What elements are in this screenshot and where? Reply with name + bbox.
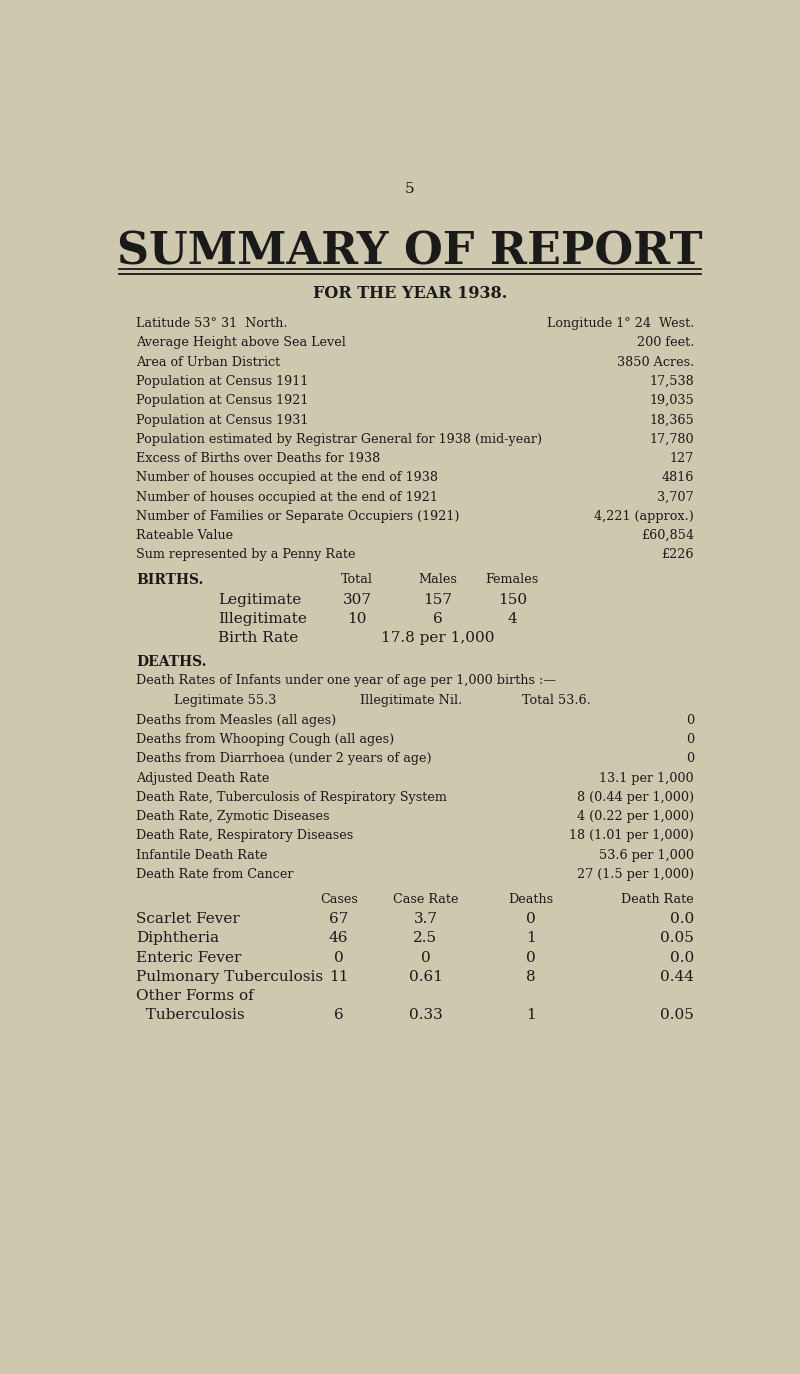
Text: Death Rate from Cancer: Death Rate from Cancer [136,868,294,881]
Text: 0: 0 [686,734,694,746]
Text: Longitude 1° 24  West.: Longitude 1° 24 West. [546,317,694,330]
Text: 0: 0 [686,714,694,727]
Text: Latitude 53° 31  North.: Latitude 53° 31 North. [136,317,287,330]
Text: Sum represented by a Penny Rate: Sum represented by a Penny Rate [136,548,355,562]
Text: Diphtheria: Diphtheria [136,932,219,945]
Text: Pulmonary Tuberculosis: Pulmonary Tuberculosis [136,970,323,984]
Text: 17,538: 17,538 [650,375,694,387]
Text: Population at Census 1931: Population at Census 1931 [136,414,308,426]
Text: Deaths: Deaths [508,893,554,905]
Text: 0: 0 [526,912,536,926]
Text: 8: 8 [526,970,536,984]
Text: 6: 6 [334,1009,343,1022]
Text: DEATHS.: DEATHS. [136,655,206,669]
Text: Death Rate, Respiratory Diseases: Death Rate, Respiratory Diseases [136,830,354,842]
Text: Scarlet Fever: Scarlet Fever [136,912,240,926]
Text: 17,780: 17,780 [650,433,694,445]
Text: Number of houses occupied at the end of 1938: Number of houses occupied at the end of … [136,471,438,484]
Text: Case Rate: Case Rate [393,893,458,905]
Text: 46: 46 [329,932,349,945]
Text: 200 feet.: 200 feet. [637,337,694,349]
Text: £60,854: £60,854 [641,529,694,541]
Text: 5: 5 [405,181,415,196]
Text: Deaths from Diarrhoea (under 2 years of age): Deaths from Diarrhoea (under 2 years of … [136,753,431,765]
Text: 11: 11 [329,970,349,984]
Text: Legitimate 55.3: Legitimate 55.3 [174,694,277,706]
Text: SUMMARY OF REPORT: SUMMARY OF REPORT [117,231,703,273]
Text: 19,035: 19,035 [650,394,694,407]
Text: 0: 0 [686,753,694,765]
Text: Females: Females [486,573,539,587]
Text: Birth Rate: Birth Rate [218,631,298,644]
Text: 0.33: 0.33 [409,1009,442,1022]
Text: Illegitimate Nil.: Illegitimate Nil. [360,694,462,706]
Text: Death Rates of Infants under one year of age per 1,000 births :—: Death Rates of Infants under one year of… [136,675,556,687]
Text: 10: 10 [347,611,367,625]
Text: 4,221 (approx.): 4,221 (approx.) [594,510,694,522]
Text: 53.6 per 1,000: 53.6 per 1,000 [599,849,694,861]
Text: 18,365: 18,365 [650,414,694,426]
Text: Enteric Fever: Enteric Fever [136,951,242,965]
Text: 4816: 4816 [662,471,694,484]
Text: 0.44: 0.44 [660,970,694,984]
Text: Deaths from Measles (all ages): Deaths from Measles (all ages) [136,714,336,727]
Text: 307: 307 [343,592,372,606]
Text: 0.0: 0.0 [670,951,694,965]
Text: BIRTHS.: BIRTHS. [136,573,203,587]
Text: Infantile Death Rate: Infantile Death Rate [136,849,267,861]
Text: Death Rate, Zymotic Diseases: Death Rate, Zymotic Diseases [136,811,330,823]
Text: 67: 67 [329,912,348,926]
Text: Males: Males [418,573,458,587]
Text: Population estimated by Registrar General for 1938 (mid-year): Population estimated by Registrar Genera… [136,433,542,445]
Text: 150: 150 [498,592,527,606]
Text: 3.7: 3.7 [414,912,438,926]
Text: 0.05: 0.05 [660,1009,694,1022]
Text: 3850 Acres.: 3850 Acres. [617,356,694,368]
Text: Death Rate: Death Rate [622,893,694,905]
Text: Cases: Cases [320,893,358,905]
Text: Death Rate, Tuberculosis of Respiratory System: Death Rate, Tuberculosis of Respiratory … [136,791,447,804]
Text: 27 (1.5 per 1,000): 27 (1.5 per 1,000) [577,868,694,881]
Text: 8 (0.44 per 1,000): 8 (0.44 per 1,000) [577,791,694,804]
Text: Area of Urban District: Area of Urban District [136,356,280,368]
Text: Excess of Births over Deaths for 1938: Excess of Births over Deaths for 1938 [136,452,380,464]
Text: Total 53.6.: Total 53.6. [522,694,590,706]
Text: Average Height above Sea Level: Average Height above Sea Level [136,337,346,349]
Text: 1: 1 [526,932,536,945]
Text: 4 (0.22 per 1,000): 4 (0.22 per 1,000) [577,811,694,823]
Text: Number of Families or Separate Occupiers (1921): Number of Families or Separate Occupiers… [136,510,459,522]
Text: 0.05: 0.05 [660,932,694,945]
Text: 0.61: 0.61 [409,970,442,984]
Text: 4: 4 [507,611,517,625]
Text: 157: 157 [423,592,453,606]
Text: 127: 127 [670,452,694,464]
Text: 3,707: 3,707 [658,491,694,503]
Text: 18 (1.01 per 1,000): 18 (1.01 per 1,000) [569,830,694,842]
Text: 0.0: 0.0 [670,912,694,926]
Text: FOR THE YEAR 1938.: FOR THE YEAR 1938. [313,286,507,302]
Text: £226: £226 [662,548,694,562]
Text: Other Forms of: Other Forms of [136,989,254,1003]
Text: Total: Total [342,573,374,587]
Text: Adjusted Death Rate: Adjusted Death Rate [136,772,270,785]
Text: Deaths from Whooping Cough (all ages): Deaths from Whooping Cough (all ages) [136,734,394,746]
Text: Population at Census 1911: Population at Census 1911 [136,375,308,387]
Text: Population at Census 1921: Population at Census 1921 [136,394,308,407]
Text: 0: 0 [421,951,430,965]
Text: 0: 0 [526,951,536,965]
Text: 0: 0 [334,951,343,965]
Text: 13.1 per 1,000: 13.1 per 1,000 [599,772,694,785]
Text: Tuberculosis: Tuberculosis [136,1009,245,1022]
Text: 1: 1 [526,1009,536,1022]
Text: 6: 6 [433,611,442,625]
Text: Rateable Value: Rateable Value [136,529,233,541]
Text: 17.8 per 1,000: 17.8 per 1,000 [381,631,494,644]
Text: 2.5: 2.5 [414,932,438,945]
Text: Illegitimate: Illegitimate [218,611,306,625]
Text: Number of houses occupied at the end of 1921: Number of houses occupied at the end of … [136,491,438,503]
Text: Legitimate: Legitimate [218,592,301,606]
